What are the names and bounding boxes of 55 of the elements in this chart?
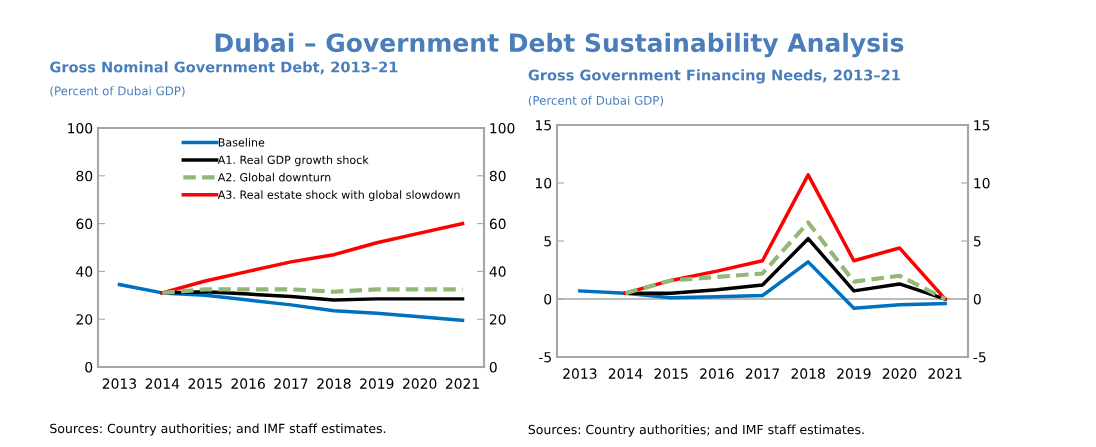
y-tick-label: 15 [535,120,551,131]
x-tick-label: 2021 [928,368,962,379]
x-tick-label: 2013 [102,378,136,389]
y2-tick-label: 0 [489,361,497,373]
x-tick-label: 2014 [145,378,180,389]
legend-label: A3. Real estate shock with global slowdown [217,190,460,202]
x-tick-label: 2014 [608,368,643,379]
y-tick-label: 100 [68,122,93,134]
chart-title: Gross Nominal Government Debt, 2013–21 [50,61,398,75]
line-series [578,260,947,311]
chart-subtitle: (Percent of Dubai GDP) [528,95,664,107]
y2-tick-label: 100 [490,122,515,134]
y-tick-label: 20 [76,314,93,325]
y-tick-label: 80 [76,170,93,182]
chart-title: Gross Government Financing Needs, 2013–21 [528,69,900,84]
x-tick-label: 2016 [231,378,265,389]
x-tick-label: 2016 [700,368,734,379]
line-series [117,282,465,323]
y2-tick-label: 40 [489,266,506,277]
y2-tick-label: 0 [973,293,981,305]
y-tick-label: 5 [544,236,551,247]
y2-tick-label: 20 [489,314,506,325]
x-tick-label: 2017 [745,368,779,379]
y-tick-label: 40 [76,266,93,277]
y-tick-label: 0 [85,361,93,373]
x-tick-label: 2015 [188,378,222,389]
y-tick-label: 60 [76,218,93,230]
y2-tick-label: 80 [489,170,506,182]
chart-subtitle: (Percent of Dubai GDP) [50,86,185,97]
line-series [160,221,465,295]
text: Dubai – Government Debt Sustainability Analysis [215,32,904,58]
x-tick-label: 2013 [563,368,597,379]
x-tick-label: 2018 [791,368,825,379]
y2-tick-label: -5 [973,352,986,363]
legend-label: Baseline [218,138,265,147]
line-series [623,220,948,302]
x-tick-label: 2015 [654,368,688,379]
x-tick-label: 2020 [403,378,437,389]
x-tick-label: 2018 [317,378,351,389]
legend-label: A2. Global downturn [217,172,331,182]
y2-tick-label: 5 [973,236,981,247]
x-tick-label: 2017 [274,378,308,389]
legend-label: A1. Real GDP growth shock [217,155,369,167]
y-tick-label: 0 [544,293,552,305]
y2-tick-label: 15 [974,120,990,131]
source-note: Sources: Country authorities; and IMF staff estimates. [528,424,864,437]
source-note: Sources: Country authorities; and IMF staff estimates. [50,423,386,436]
y-tick-label: 10 [535,177,552,189]
y2-tick-label: 60 [489,218,506,230]
x-tick-label: 2019 [360,378,394,389]
x-tick-label: 2021 [445,378,479,389]
y-tick-label: -5 [538,352,551,363]
y2-tick-label: 10 [974,177,990,189]
x-tick-label: 2020 [882,368,917,379]
x-tick-label: 2019 [837,368,871,379]
